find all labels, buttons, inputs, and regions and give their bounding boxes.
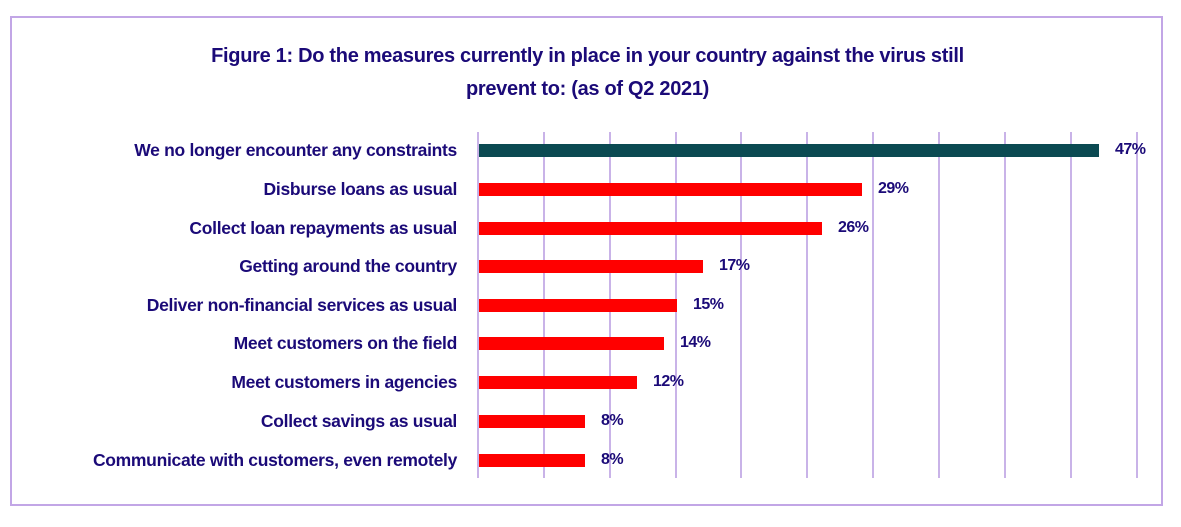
value-label: 29% (878, 180, 909, 197)
gridline (872, 132, 874, 478)
category-label: Collect loan repayments as usual (189, 218, 457, 238)
bar (479, 376, 637, 389)
value-label: 47% (1115, 141, 1146, 158)
value-label: 15% (693, 296, 724, 313)
category-label: Disburse loans as usual (263, 179, 458, 199)
chart-title-line-1: Figure 1: Do the measures currently in p… (211, 45, 964, 67)
chart-title-line-2: prevent to: (as of Q2 2021) (465, 78, 710, 100)
category-label: Deliver non-financial services as usual (146, 295, 458, 315)
category-label: Communicate with customers, even remotel… (92, 450, 457, 470)
gridline (1070, 132, 1072, 478)
value-label: 8% (601, 451, 624, 468)
gridline (477, 132, 479, 478)
bar (479, 415, 585, 428)
value-label: 12% (653, 373, 684, 390)
bar (479, 222, 822, 235)
bar (479, 337, 664, 350)
gridline (740, 132, 742, 478)
category-label: Collect savings as usual (260, 411, 457, 431)
chart-frame (10, 16, 1163, 506)
category-label: We no longer encounter any constraints (134, 140, 457, 160)
bar (479, 454, 585, 467)
value-label: 14% (680, 334, 711, 351)
chart-title: Figure 1: Do the measures currently in p… (0, 40, 1175, 106)
bar (479, 183, 862, 196)
gridline (1136, 132, 1138, 478)
category-label: Getting around the country (239, 256, 457, 276)
gridline (806, 132, 808, 478)
bar (479, 299, 677, 312)
gridline (1004, 132, 1006, 478)
category-label: Meet customers in agencies (231, 372, 457, 392)
value-label: 26% (838, 219, 869, 236)
gridline (938, 132, 940, 478)
category-label: Meet customers on the field (233, 333, 458, 353)
value-label: 17% (719, 257, 750, 274)
bar (479, 144, 1099, 157)
bar (479, 260, 703, 273)
value-label: 8% (601, 412, 624, 429)
